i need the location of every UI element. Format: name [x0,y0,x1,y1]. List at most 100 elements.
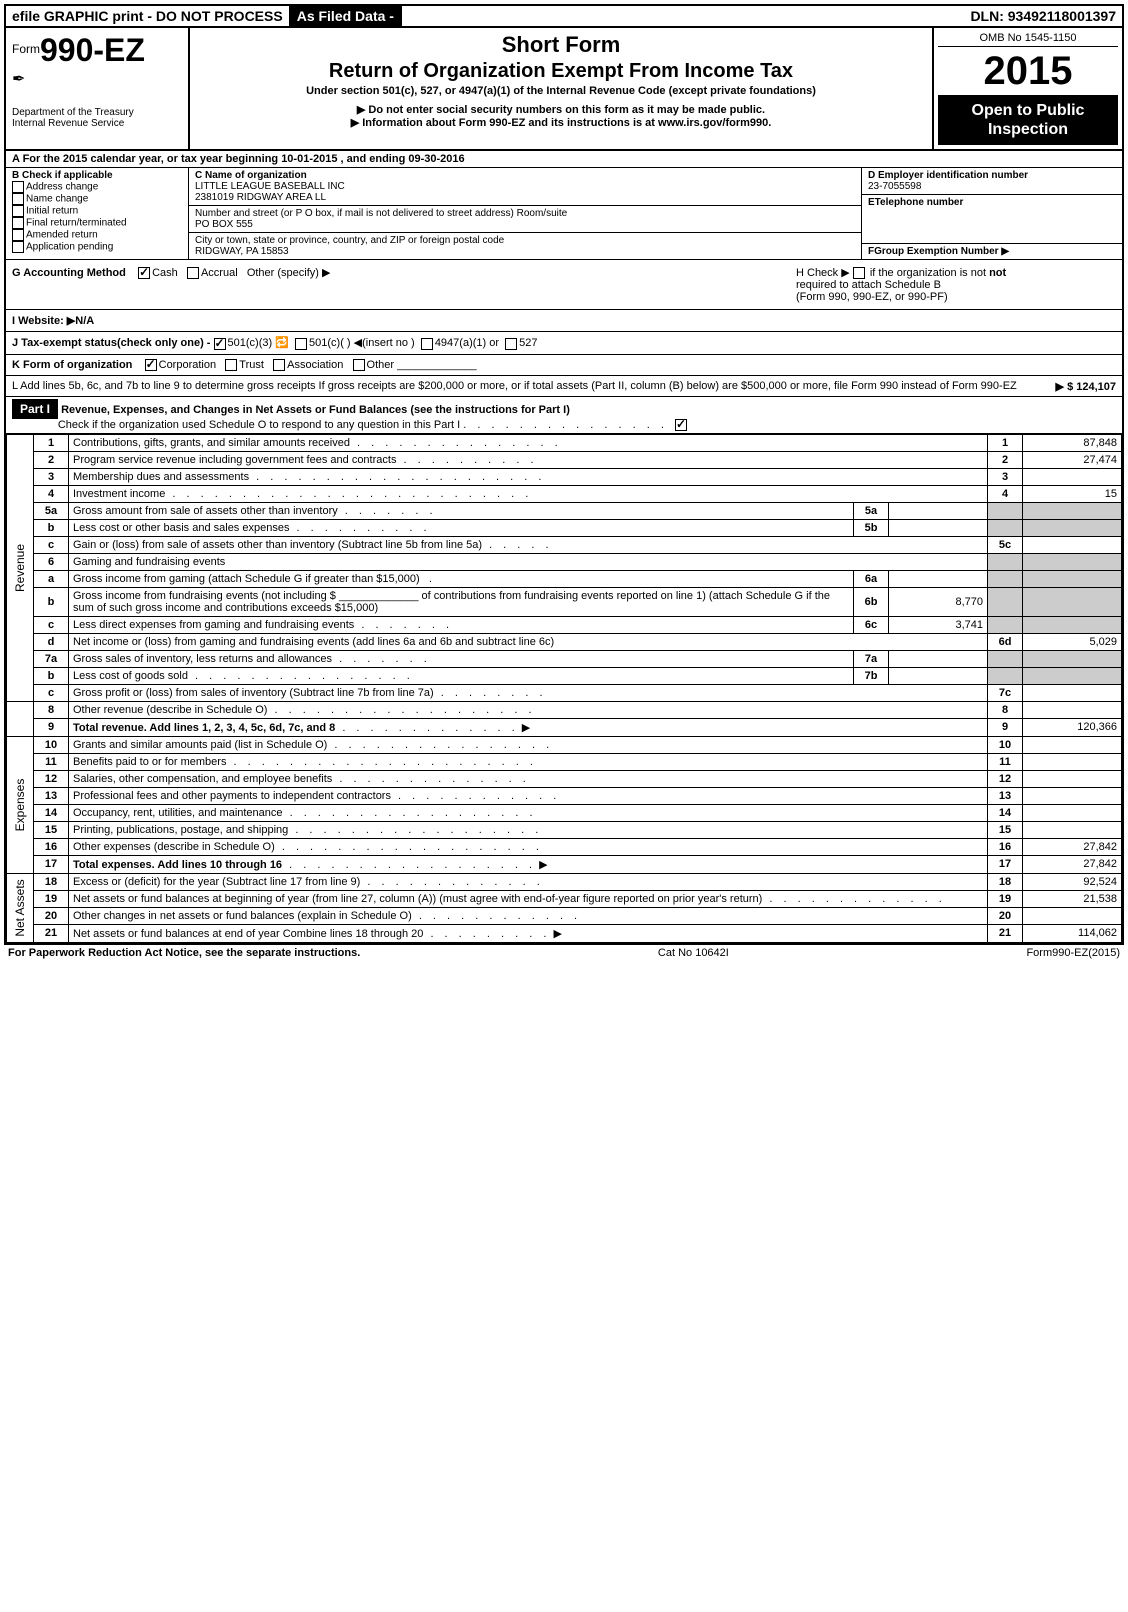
line-13: 13 Professional fees and other payments … [7,787,1122,804]
check-corporation[interactable] [145,359,157,371]
check-amended-return[interactable]: Amended return [12,229,182,241]
cat-no: Cat No 10642I [658,947,729,959]
revenue-side-label: Revenue [13,544,27,592]
line-6d-amount: 5,029 [1023,633,1122,650]
short-form-title: Short Form [198,32,924,58]
line-6: 6 Gaming and fundraising events [7,553,1122,570]
h-check-label: H Check ▶ [796,267,850,279]
org-name-label: C Name of organization [195,170,855,181]
line-17: 17 Total expenses. Add lines 10 through … [7,855,1122,873]
line-6c-amount: 3,741 [889,616,988,633]
dept-treasury: Department of the Treasury [12,107,182,118]
city-label: City or town, state or province, country… [195,235,855,246]
line-11: 11 Benefits paid to or for members . . .… [7,753,1122,770]
check-application-pending[interactable]: Application pending [12,241,182,253]
street-value: PO BOX 555 [195,219,855,230]
header-row: Form990-EZ ✒ Department of the Treasury … [6,28,1122,151]
org-name-2: 2381019 RIDGWAY AREA LL [195,192,855,203]
check-other-org[interactable] [353,359,365,371]
line-15: 15 Printing, publications, postage, and … [7,821,1122,838]
org-name-1: LITTLE LEAGUE BASEBALL INC [195,181,855,192]
form-footer: Form990-EZ(2015) [1026,947,1120,959]
check-schedule-o[interactable] [675,419,687,431]
line-19-amount: 21,538 [1023,890,1122,907]
accounting-method-label: G Accounting Method [12,267,126,279]
line-7a: 7a Gross sales of inventory, less return… [7,650,1122,667]
check-address-change[interactable]: Address change [12,181,182,193]
other-specify: Other (specify) ▶ [247,267,331,279]
main-title: Return of Organization Exempt From Incom… [198,60,924,83]
as-filed-label: As Filed Data - [289,6,402,26]
gross-receipts-amount: ▶ $ 124,107 [1056,380,1116,393]
check-association[interactable] [273,359,285,371]
part-i-lines-table: Revenue 1 Contributions, gifts, grants, … [6,434,1122,943]
line-18-amount: 92,524 [1023,873,1122,890]
open-line2: Inspection [988,121,1068,138]
line-1-amount: 87,848 [1023,434,1122,451]
city-value: RIDGWAY, PA 15853 [195,246,855,257]
open-to-public: Open to Public Inspection [938,95,1118,145]
check-501c3[interactable] [214,338,226,350]
check-527[interactable] [505,338,517,350]
line-20: 20 Other changes in net assets or fund b… [7,907,1122,924]
line-19: 19 Net assets or fund balances at beginn… [7,890,1122,907]
line-12: 12 Salaries, other compensation, and emp… [7,770,1122,787]
line-5c: c Gain or (loss) from sale of assets oth… [7,536,1122,553]
row-g-h: G Accounting Method Cash Accrual Other (… [6,260,1122,310]
line-5a: 5a Gross amount from sale of assets othe… [7,502,1122,519]
open-line1: Open to Public [972,102,1085,119]
check-501c[interactable] [295,338,307,350]
line-9: 9 Total revenue. Add lines 1, 2, 3, 4, 5… [7,718,1122,736]
subtitle: Under section 501(c), 527, or 4947(a)(1)… [198,85,924,97]
form-prefix: Form [12,42,40,56]
check-name-change[interactable]: Name change [12,193,182,205]
line-6b: b Gross income from fundraising events (… [7,587,1122,616]
check-cash[interactable] [138,267,150,279]
header-mid: Short Form Return of Organization Exempt… [190,28,932,149]
line-1: Revenue 1 Contributions, gifts, grants, … [7,434,1122,451]
line-8: 8 Other revenue (describe in Schedule O)… [7,701,1122,718]
efile-label: efile GRAPHIC print - DO NOT PROCESS [6,6,289,26]
check-initial-return[interactable]: Initial return [12,205,182,217]
section-c: C Name of organization LITTLE LEAGUE BAS… [189,168,861,259]
telephone-label: ETelephone number [868,197,1116,208]
line-9-amount: 120,366 [1023,718,1122,736]
line-6a: a Gross income from gaming (attach Sched… [7,570,1122,587]
line-10: Expenses 10 Grants and similar amounts p… [7,736,1122,753]
line-16-amount: 27,842 [1023,838,1122,855]
section-b-title: B Check if applicable [12,170,182,181]
expenses-side-label: Expenses [13,778,27,831]
check-trust[interactable] [225,359,237,371]
net-assets-side-label: Net Assets [13,879,27,936]
form-number: 990-EZ [40,32,145,68]
line-4: 4 Investment income . . . . . . . . . . … [7,485,1122,502]
check-schedule-b[interactable] [853,267,865,279]
line-4-amount: 15 [1023,485,1122,502]
check-accrual[interactable] [187,267,199,279]
part-i-label: Part I [12,399,58,419]
part-i-title: Revenue, Expenses, and Changes in Net As… [61,404,570,416]
no-ssn-warning: ▶ Do not enter social security numbers o… [198,103,924,116]
instructions-link: ▶ Information about Form 990-EZ and its … [198,116,924,129]
row-k-form-org: K Form of organization Corporation Trust… [6,355,1122,376]
line-7c: c Gross profit or (loss) from sales of i… [7,684,1122,701]
line-21-amount: 114,062 [1023,924,1122,942]
line-18: Net Assets 18 Excess or (deficit) for th… [7,873,1122,890]
line-5b: b Less cost or other basis and sales exp… [7,519,1122,536]
street-label: Number and street (or P O box, if mail i… [195,208,855,219]
line-7b: b Less cost of goods sold . . . . . . . … [7,667,1122,684]
line-6d: d Net income or (loss) from gaming and f… [7,633,1122,650]
top-bar: efile GRAPHIC print - DO NOT PROCESS As … [6,6,1122,28]
check-final-return[interactable]: Final return/terminated [12,217,182,229]
section-bcde: B Check if applicable Address change Nam… [6,168,1122,260]
row-l-gross-receipts: L Add lines 5b, 6c, and 7b to line 9 to … [6,376,1122,397]
row-j-tax-exempt: J Tax-exempt status(check only one) - 50… [6,332,1122,354]
row-a-tax-year: A For the 2015 calendar year, or tax yea… [6,151,1122,168]
check-4947[interactable] [421,338,433,350]
tax-year: 2015 [938,51,1118,91]
line-2-amount: 27,474 [1023,451,1122,468]
part-i-check-o: Check if the organization used Schedule … [58,419,460,431]
part-i-header-row: Part I Revenue, Expenses, and Changes in… [6,397,1122,434]
row-i-website: I Website: ▶N/A [6,310,1122,332]
ein-value: 23-7055598 [868,181,1116,192]
